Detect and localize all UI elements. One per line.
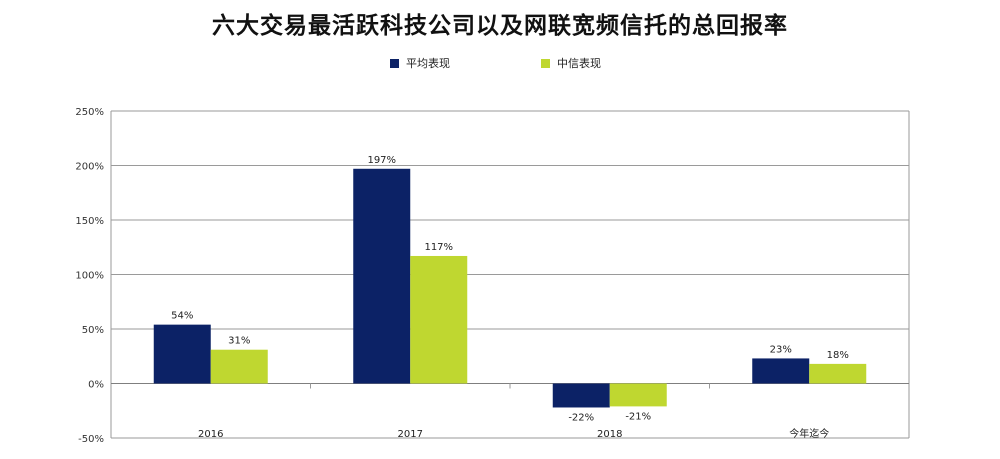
x-tick-label: 2017 xyxy=(398,429,423,440)
y-tick-label: 100% xyxy=(75,271,104,282)
y-tick-label: -50% xyxy=(78,434,104,445)
y-tick-label: 250% xyxy=(75,107,104,118)
data-label: 18% xyxy=(827,350,849,361)
bar-2-2017 xyxy=(410,255,468,384)
x-tick-label: 2016 xyxy=(198,429,223,440)
chart-title: 六大交易最活跃科技公司以及网联宽频信托的总回报率 xyxy=(212,13,788,39)
data-label: -21% xyxy=(625,411,651,422)
legend-item-series-2: 中信表现 xyxy=(541,55,601,71)
legend-swatch-series-2 xyxy=(541,58,550,68)
data-label: 117% xyxy=(424,242,453,253)
y-tick-label: 0% xyxy=(88,380,104,391)
legend-swatch-series-1 xyxy=(390,58,399,68)
y-tick-label: 150% xyxy=(75,216,104,227)
data-label: 197% xyxy=(367,155,396,166)
legend-item-series-1: 平均表现 xyxy=(390,55,450,71)
x-tick-label: 2018 xyxy=(597,429,622,440)
y-tick-label: 200% xyxy=(75,162,104,173)
data-label: 23% xyxy=(770,344,792,355)
bar-1-今年迄今 xyxy=(752,358,810,384)
bar-2-2018 xyxy=(609,383,667,407)
legend-label-series-2: 中信表现 xyxy=(557,57,601,70)
bar-1-2018 xyxy=(552,383,610,408)
bar-2-2016 xyxy=(210,349,268,384)
data-label: 54% xyxy=(171,311,193,322)
legend-label-series-1: 平均表现 xyxy=(406,57,450,70)
data-label: 31% xyxy=(228,336,250,347)
bar-2-今年迄今 xyxy=(809,363,867,384)
data-label: -22% xyxy=(568,412,594,423)
bar-1-2017 xyxy=(353,168,411,384)
x-tick-label: 今年迄今 xyxy=(789,427,829,440)
y-tick-label: 50% xyxy=(82,325,104,336)
bar-1-2016 xyxy=(153,324,211,384)
